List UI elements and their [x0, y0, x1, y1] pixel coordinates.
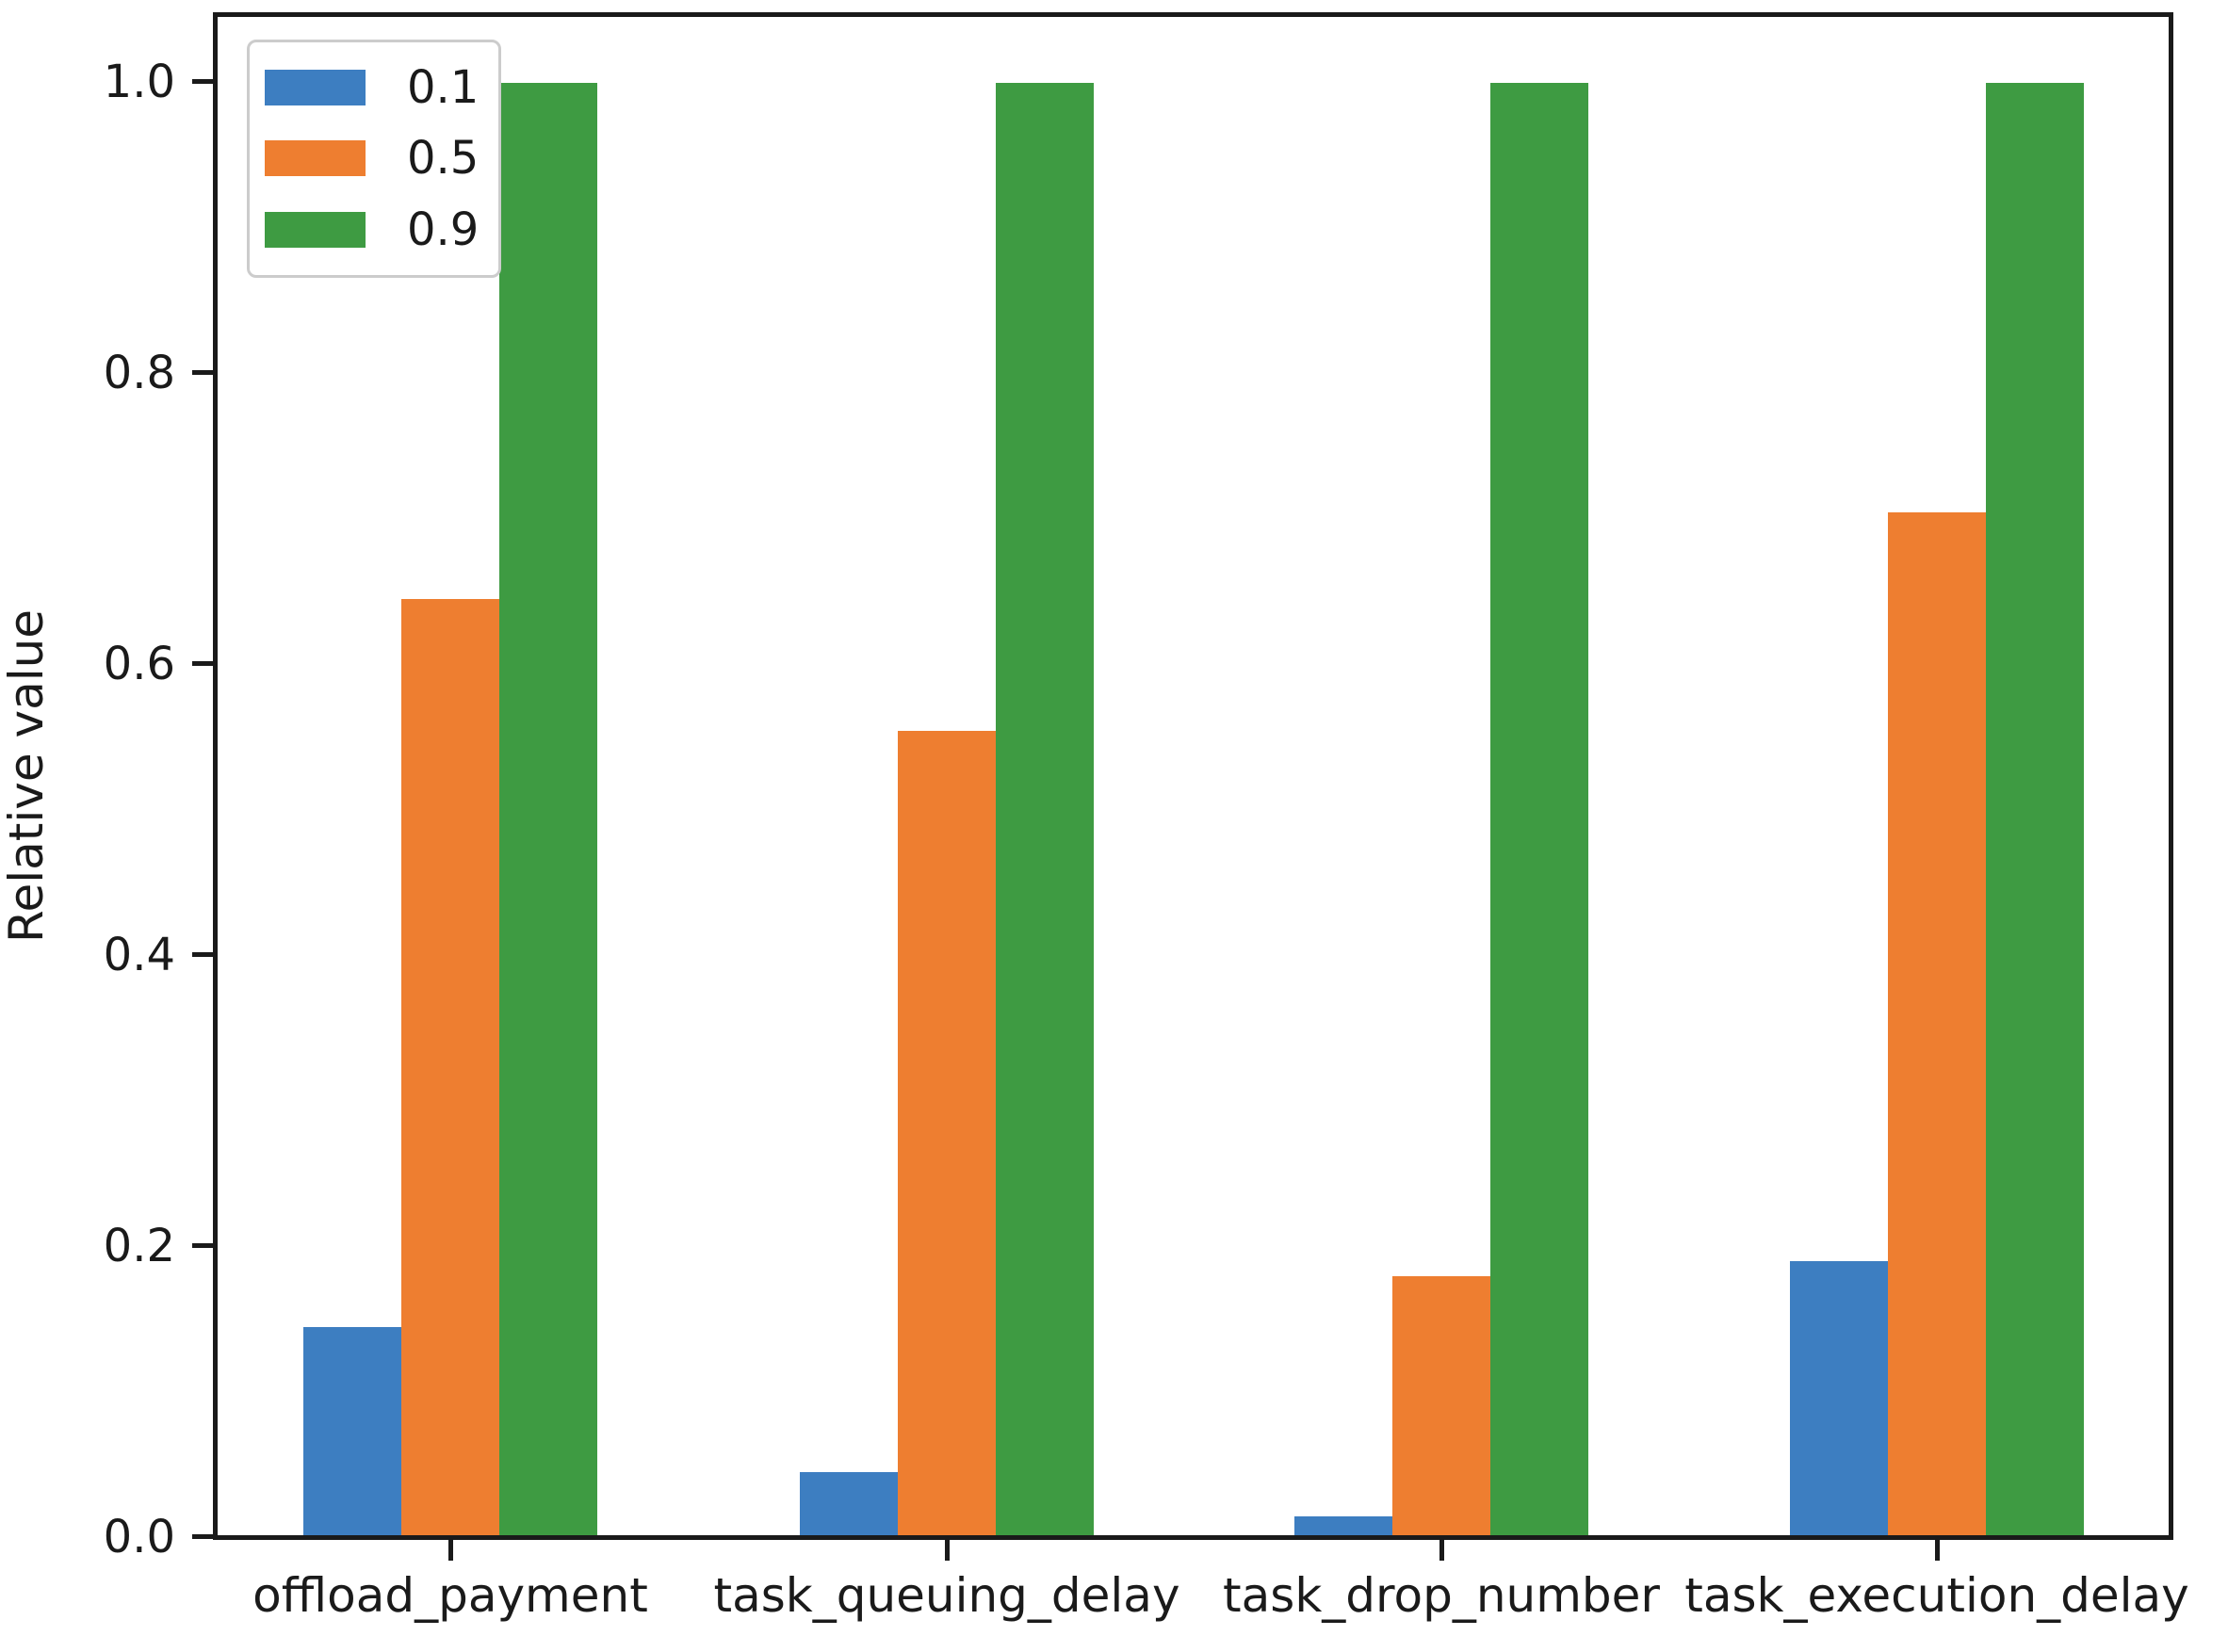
y-tick-mark-0.6 [192, 661, 215, 666]
bar-task_execution_delay-0.9 [1986, 83, 2084, 1538]
plot-top-spine [213, 12, 2173, 17]
x-tick-mark-task_drop_number [1439, 1538, 1444, 1561]
y-tick-label-0.2: 0.2 [103, 1220, 175, 1272]
bar-task_drop_number-0.1 [1294, 1516, 1392, 1538]
legend-entry-0.1: 0.1 [265, 65, 498, 110]
y-tick-label-0.4: 0.4 [103, 929, 175, 981]
x-tick-mark-task_execution_delay [1935, 1538, 1940, 1561]
y-tick-mark-0.4 [192, 952, 215, 957]
bar-task_execution_delay-0.5 [1888, 512, 1986, 1538]
y-tick-label-1.0: 1.0 [103, 56, 175, 108]
legend-swatch-0.1 [265, 69, 366, 105]
bar-task_queuing_delay-0.1 [800, 1472, 898, 1538]
bar-task_queuing_delay-0.5 [898, 731, 996, 1538]
bar-task_execution_delay-0.1 [1790, 1261, 1888, 1538]
legend-entry-0.5: 0.5 [265, 136, 498, 181]
legend-swatch-0.9 [265, 212, 366, 249]
legend-label-0.5: 0.5 [407, 132, 480, 186]
legend-entry-0.9: 0.9 [265, 207, 498, 252]
bar-offload_payment-0.5 [401, 599, 499, 1538]
x-tick-mark-offload_payment [448, 1538, 453, 1561]
x-tick-label-task_queuing_delay: task_queuing_delay [713, 1568, 1180, 1623]
x-tick-label-offload_payment: offload_payment [252, 1568, 648, 1623]
y-axis-spine [213, 12, 218, 1540]
bar-task_queuing_delay-0.9 [996, 83, 1094, 1538]
legend: 0.1 0.5 0.9 [247, 40, 501, 278]
bar-task_drop_number-0.9 [1490, 83, 1588, 1538]
y-tick-mark-0.0 [192, 1534, 215, 1539]
y-tick-label-0.8: 0.8 [103, 347, 175, 399]
y-tick-mark-0.2 [192, 1243, 215, 1248]
legend-label-0.9: 0.9 [407, 203, 480, 257]
legend-label-0.1: 0.1 [407, 60, 480, 114]
y-tick-label-0.0: 0.0 [103, 1511, 175, 1563]
x-tick-label-task_execution_delay: task_execution_delay [1684, 1568, 2189, 1623]
x-tick-label-task_drop_number: task_drop_number [1223, 1568, 1660, 1623]
bar-task_drop_number-0.5 [1392, 1276, 1490, 1538]
plot-right-spine [2169, 12, 2173, 1540]
legend-swatch-0.5 [265, 140, 366, 177]
x-axis-spine [213, 1535, 2173, 1540]
bar-offload_payment-0.1 [303, 1327, 401, 1538]
y-tick-mark-0.8 [192, 370, 215, 375]
bar-offload_payment-0.9 [499, 83, 597, 1538]
y-tick-mark-1.0 [192, 79, 215, 84]
x-tick-mark-task_queuing_delay [945, 1538, 950, 1561]
y-tick-label-0.6: 0.6 [103, 638, 175, 690]
